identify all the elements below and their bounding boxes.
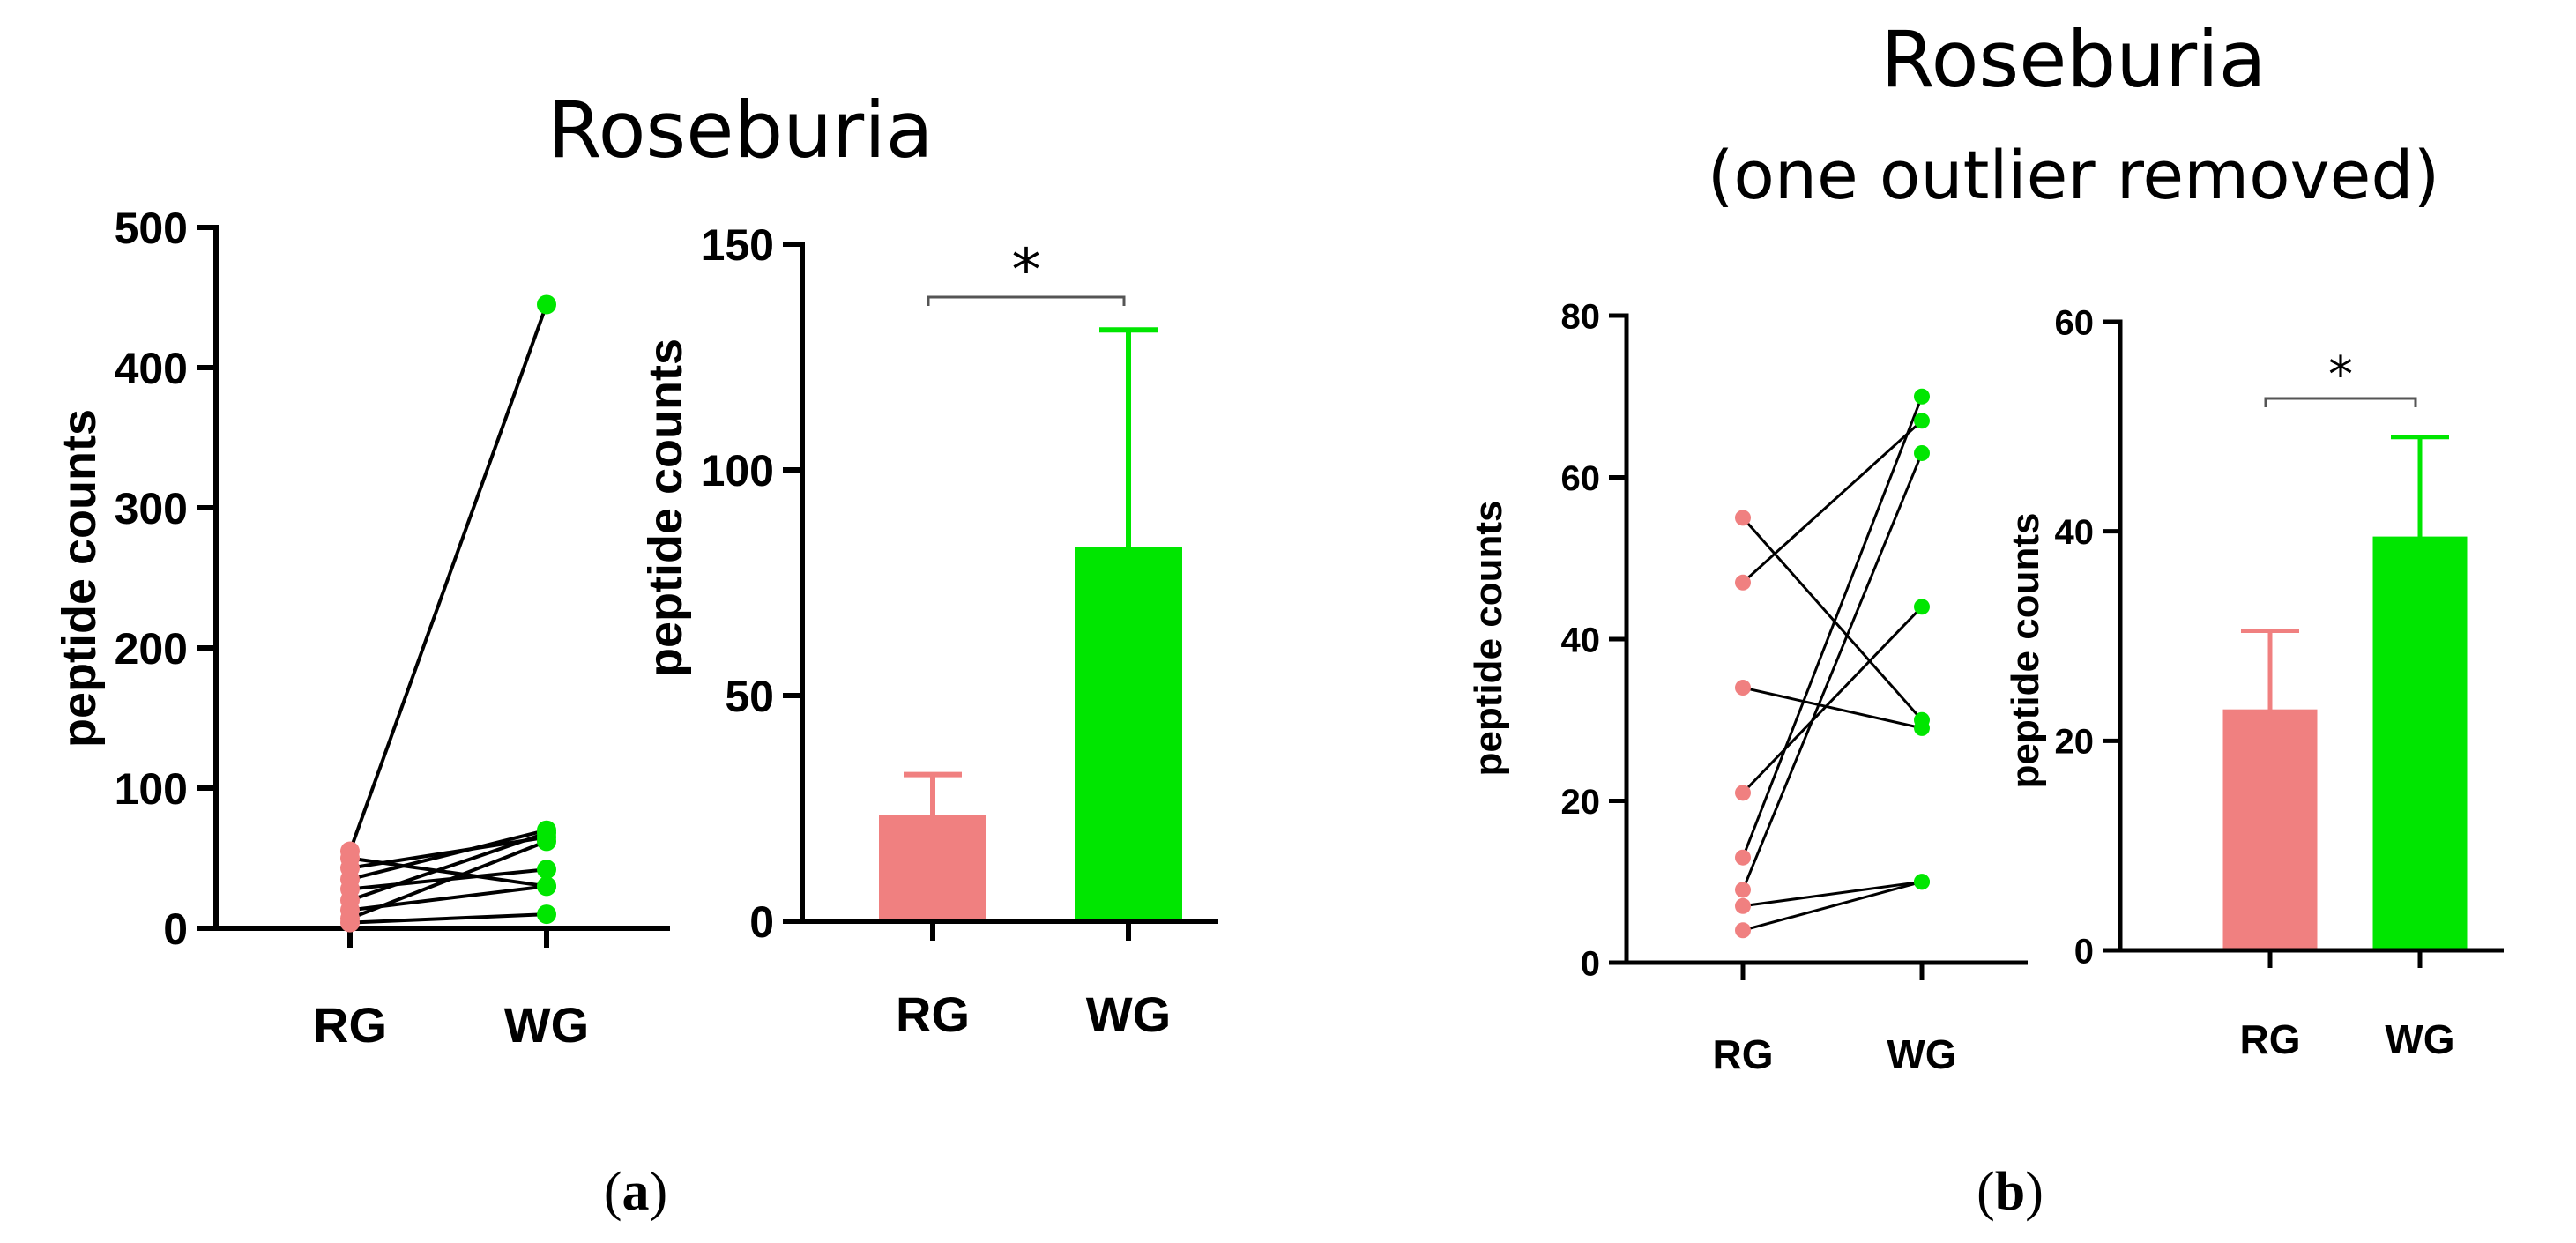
rg-point [1735,680,1751,696]
y-tick-label: 40 [1561,621,1601,659]
significance-star: * [1012,236,1041,304]
bar [1075,547,1182,919]
significance-star: * [2328,346,2353,404]
y-axis-label: peptide counts [53,409,106,748]
y-tick-label: 20 [2055,723,2095,762]
wg-point [537,904,556,925]
significance-bracket [2264,397,2417,407]
pair-line [349,830,547,903]
pair-line [1741,396,1924,859]
pair-line [1741,452,1924,890]
panel-b-label-close: ) [2025,1162,2044,1222]
significance-bracket [927,295,1126,306]
y-tick-label: 0 [163,904,188,954]
x-category-label: WG [2385,1016,2454,1062]
bar [2372,536,2468,949]
rg-point [1735,785,1751,801]
y-tick-label: 60 [2055,303,2095,342]
pair-line [349,828,547,882]
panel-a-label-close: ) [650,1162,668,1222]
wg-point [1914,444,1930,461]
pair-line [1742,686,1923,730]
wg-point [537,860,556,880]
panel-b-label: (b) [1977,1162,2044,1222]
panel-a-label-letter: a [622,1162,650,1222]
rg-point [1735,922,1751,939]
panel-b-title-line2: (one outlier removed) [1708,136,2440,214]
y-tick-label: 400 [115,344,188,393]
rg-point [1735,574,1751,591]
y-tick-label: 0 [749,897,774,947]
wg-point [1914,599,1930,615]
panel-b-title-line1: Roseburia [1880,14,2266,105]
y-tick-label: 50 [725,672,774,721]
y-axis-label: peptide counts [2004,513,2047,789]
y-tick-label: 0 [1581,944,1600,983]
x-category-label: RG [1713,1031,1774,1077]
y-tick-label: 100 [115,764,188,814]
y-tick-label: 300 [115,484,188,533]
bar [879,815,986,919]
y-tick-label: 150 [701,220,774,270]
y-tick-label: 20 [1561,783,1601,822]
wg-point [1914,719,1930,736]
pair-line [348,303,548,852]
y-axis-label: peptide counts [1467,501,1510,777]
y-tick-label: 40 [2055,513,2095,552]
wg-point [537,831,556,852]
panel-a-title: Roseburia [547,85,933,175]
chart-b-paired: 0 20 40 60 80 RG WG peptide counts [1467,297,2028,1077]
chart-a-paired: 0 100 200 300 400 500 RG WG peptide counts [53,204,670,1053]
chart-b-bar: 0 20 40 60 RG WG peptide counts * [2004,303,2504,1062]
pair-line [1742,880,1923,932]
panel-a-label: (a) [604,1162,667,1222]
pair-line [349,912,547,925]
y-tick-label: 60 [1561,459,1601,498]
rg-point [340,912,360,933]
pair-line [1741,420,1924,584]
x-category-label: WG [1086,986,1171,1042]
wg-point [1914,388,1930,405]
y-tick-label: 500 [115,204,188,253]
bar [2222,709,2318,949]
y-tick-label: 0 [2074,932,2094,971]
rg-point [1735,882,1751,898]
pair-line [1742,880,1923,908]
x-category-label: WG [504,997,589,1053]
chart-a-bar: 0 50 100 150 RG WG peptide counts * [639,220,1218,1042]
pair-line [1741,517,1924,721]
x-category-label: RG [2240,1016,2301,1062]
pair-line [349,839,547,920]
panel-b-label-letter: b [1995,1162,2025,1222]
rg-point [1735,849,1751,866]
wg-point [537,294,556,315]
wg-point [537,876,556,897]
wg-point [1914,874,1930,890]
panel-b-label-open: ( [1977,1162,1995,1222]
y-tick-label: 80 [1561,297,1601,336]
x-category-label: RG [896,986,970,1042]
y-tick-label: 200 [115,624,188,674]
y-axis-label: peptide counts [639,339,692,677]
wg-point [1914,413,1930,429]
pair-line [1741,606,1924,794]
y-tick-label: 100 [701,446,774,495]
rg-point [1735,510,1751,526]
x-category-label: WG [1887,1031,1956,1077]
rg-point [1735,897,1751,914]
panel-a-label-open: ( [604,1162,622,1222]
x-category-label: RG [313,997,387,1053]
pair-line [349,835,547,870]
